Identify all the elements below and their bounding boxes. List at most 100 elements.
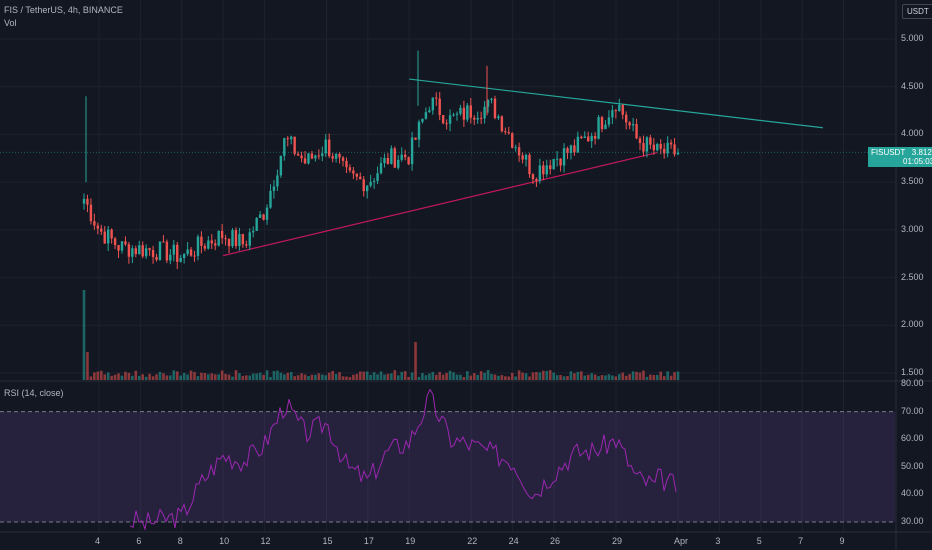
- candle-body: [438, 98, 441, 116]
- candle-body: [583, 136, 586, 139]
- time-tick-label: 17: [363, 536, 374, 546]
- volume-bar: [383, 374, 386, 380]
- support-trendline: [222, 151, 658, 257]
- candle-body: [252, 230, 255, 233]
- candle-body: [476, 117, 479, 120]
- price-tick-label: 3.000: [901, 223, 924, 234]
- volume-bar: [424, 375, 428, 380]
- time-tick-label: 26: [549, 536, 560, 546]
- candle-body: [203, 245, 207, 249]
- volume-label[interactable]: Vol: [4, 18, 17, 28]
- candle-body: [241, 234, 245, 245]
- price-tick-label: 3.500: [901, 176, 924, 187]
- candle-body: [279, 155, 283, 176]
- time-tick-label: 5: [756, 536, 762, 546]
- candle-body: [407, 157, 410, 165]
- volume-bar: [241, 375, 245, 380]
- volume-bar: [169, 375, 172, 380]
- volume-bar: [542, 370, 545, 380]
- volume-bar: [390, 373, 393, 380]
- candle-body: [124, 241, 127, 245]
- time-tick-label: 4: [95, 536, 101, 546]
- volume-bar: [490, 373, 493, 380]
- volume-bar: [466, 371, 469, 380]
- candle-body: [555, 158, 559, 160]
- candle-body: [307, 153, 310, 164]
- candle-body: [169, 254, 172, 261]
- candle-body: [265, 207, 269, 220]
- currency-badge[interactable]: USDT: [902, 4, 932, 19]
- candle-body: [127, 244, 131, 257]
- volume-bar: [517, 370, 521, 380]
- volume-bar: [417, 376, 421, 380]
- candle-body: [397, 159, 400, 168]
- volume-bar: [431, 372, 435, 380]
- volume-bar: [562, 376, 566, 380]
- candle-body: [486, 99, 490, 107]
- candle-body: [621, 104, 624, 115]
- volume-bar: [172, 370, 176, 380]
- volume-bar: [186, 374, 189, 380]
- volume-bar: [545, 370, 549, 380]
- volume-bar: [555, 375, 559, 380]
- candle-body: [483, 106, 486, 119]
- volume-bar: [362, 371, 366, 380]
- candle-body: [89, 204, 93, 222]
- candle-body: [359, 176, 362, 180]
- candle-body: [376, 173, 379, 181]
- candle-body: [618, 104, 621, 112]
- candle-body: [200, 236, 203, 246]
- volume-bar: [258, 372, 262, 380]
- volume-bar: [521, 372, 524, 380]
- candle-body: [120, 241, 124, 251]
- candle-body: [238, 234, 241, 247]
- last-price-tag: FISUSDT 3.812 01:05:03: [868, 147, 932, 167]
- candle-body: [545, 165, 548, 175]
- volume-bar: [524, 373, 528, 380]
- volume-bar: [655, 374, 659, 380]
- candle-body: [86, 198, 89, 205]
- candle-body: [327, 139, 331, 157]
- volume-bar: [483, 372, 486, 380]
- candle-body: [182, 254, 186, 258]
- grid-layer: [0, 0, 895, 532]
- volume-bar: [334, 374, 338, 380]
- candle-body: [144, 248, 148, 257]
- volume-bar: [666, 371, 669, 380]
- candle-body: [493, 98, 497, 119]
- volume-bar: [155, 374, 158, 380]
- candle-body: [365, 185, 369, 192]
- candle-body: [179, 257, 182, 262]
- volume-bar: [607, 374, 611, 380]
- candle-body: [431, 97, 435, 111]
- volume-bar: [472, 373, 476, 380]
- volume-bar: [676, 371, 680, 380]
- candle-body: [103, 231, 106, 244]
- candle-body: [362, 179, 365, 192]
- volume-bar: [531, 372, 535, 380]
- candle-body: [466, 105, 469, 120]
- price-tick-label: 2.500: [901, 271, 924, 282]
- candle-body: [452, 114, 455, 116]
- candle-body: [314, 155, 317, 159]
- volume-bar: [379, 371, 383, 380]
- candle-body: [117, 245, 120, 251]
- candle-body: [455, 113, 459, 115]
- volume-bar: [86, 352, 89, 380]
- volume-bar: [604, 375, 607, 380]
- candle-body: [390, 148, 393, 164]
- candle-body: [110, 229, 113, 239]
- volume-bar: [645, 376, 649, 380]
- candle-body: [296, 153, 300, 156]
- rsi-label[interactable]: RSI (14, close): [4, 388, 64, 398]
- candle-body: [245, 244, 248, 246]
- symbol-title[interactable]: FIS / TetherUS, 4h, BINANCE: [4, 5, 123, 15]
- volume-bar: [386, 373, 390, 380]
- candle-body: [334, 153, 338, 159]
- price-tick-label: 4.500: [901, 80, 924, 91]
- candle-body: [659, 143, 662, 149]
- candle-body: [293, 136, 296, 154]
- resistance-trendline: [409, 78, 823, 129]
